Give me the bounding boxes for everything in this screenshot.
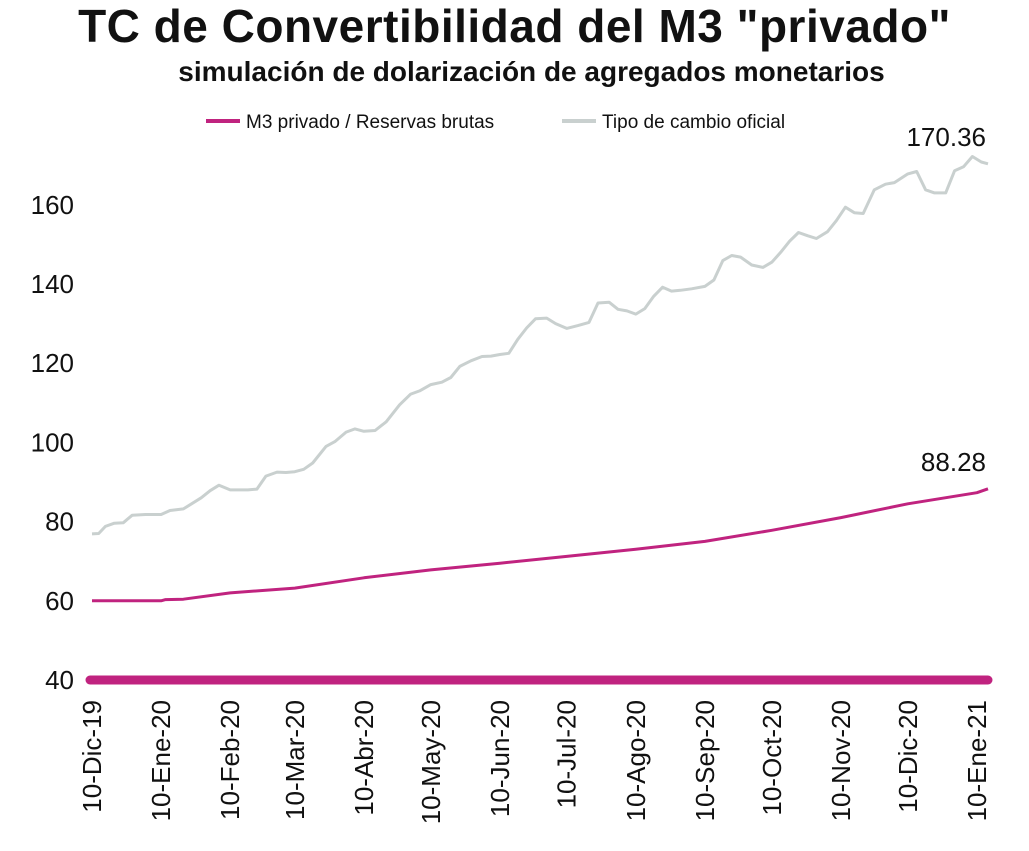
end-value-labels: 88.28 170.36 bbox=[906, 122, 986, 477]
y-tick-label: 40 bbox=[45, 665, 74, 695]
plot-area bbox=[91, 155, 989, 603]
x-tick-label: 10-Ene-20 bbox=[146, 700, 176, 821]
series-line-m3 bbox=[92, 487, 989, 603]
x-tick-label: 10-Feb-20 bbox=[215, 700, 245, 820]
y-tick-label: 160 bbox=[31, 190, 74, 220]
end-value-label: 88.28 bbox=[921, 447, 986, 477]
x-tick-label: 10-May-20 bbox=[416, 700, 446, 824]
y-tick-label: 60 bbox=[45, 586, 74, 616]
y-tick-label: 140 bbox=[31, 269, 74, 299]
series-line-tipo-cambio bbox=[91, 155, 989, 536]
chart-title: TC de Convertibilidad del M3 "privado" bbox=[78, 0, 951, 52]
chart-subtitle: simulación de dolarización de agregados … bbox=[178, 56, 885, 87]
x-tick-label: 10-Abr-20 bbox=[349, 700, 379, 816]
end-value-label: 170.36 bbox=[906, 122, 986, 152]
x-tick-label: 10-Dic-20 bbox=[893, 700, 923, 813]
legend-label-m3: M3 privado / Reservas brutas bbox=[246, 112, 494, 133]
y-tick-label: 100 bbox=[31, 427, 74, 457]
x-tick-label: 10-Dic-19 bbox=[77, 700, 107, 813]
y-axis: 40 60 80 100 120 140 160 bbox=[31, 190, 74, 695]
x-tick-label: 10-Jun-20 bbox=[485, 700, 515, 817]
chart-legend: M3 privado / Reservas brutas Tipo de cam… bbox=[206, 112, 785, 133]
y-tick-label: 120 bbox=[31, 348, 74, 378]
x-tick-label: 10-Oct-20 bbox=[757, 700, 787, 816]
x-tick-label: 10-Sep-20 bbox=[690, 700, 720, 821]
x-tick-label: 10-Mar-20 bbox=[280, 700, 310, 820]
x-tick-label: 10-Ago-20 bbox=[621, 700, 651, 821]
x-tick-label: 10-Ene-21 bbox=[962, 700, 992, 821]
x-axis: 10-Dic-19 10-Ene-20 10-Feb-20 10-Mar-20 10-A… bbox=[77, 700, 992, 824]
legend-label-tipo-cambio: Tipo de cambio oficial bbox=[602, 112, 785, 133]
x-tick-label: 10-Nov-20 bbox=[826, 700, 856, 821]
x-tick-label: 10-Jul-20 bbox=[552, 700, 582, 808]
y-tick-label: 80 bbox=[45, 507, 74, 537]
